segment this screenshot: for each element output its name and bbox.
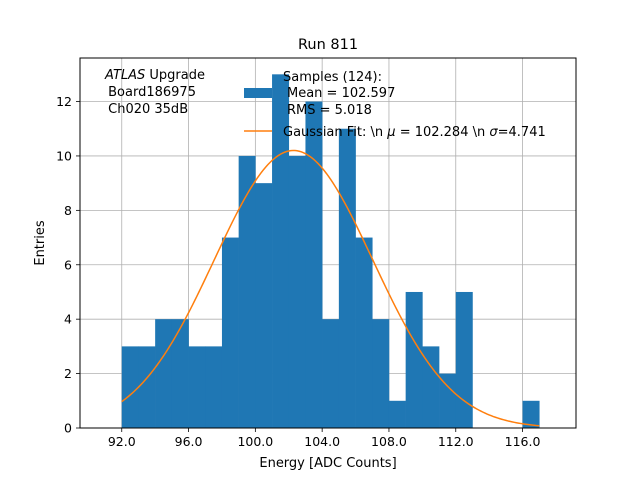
- y-tick-label: 2: [64, 366, 72, 381]
- histogram-bar: [355, 237, 373, 428]
- chart-title: Run 811: [298, 37, 358, 53]
- annotation-line-3: Ch020 35dB: [104, 102, 188, 117]
- gaussian-fit-line: [121, 149, 540, 427]
- annotation-upgrade: Upgrade: [145, 68, 205, 83]
- x-tick-label: 116.0: [505, 434, 541, 449]
- histogram-bar: [439, 373, 457, 428]
- histogram-bar: [422, 346, 440, 428]
- histogram-bar: [188, 346, 206, 428]
- histogram-bar: [305, 101, 323, 428]
- annotation: ATLAS Upgrade Board186975 Ch020 35dB: [104, 68, 205, 117]
- histogram-bar: [455, 291, 473, 428]
- x-tick-label: 104.0: [304, 434, 340, 449]
- grid: [80, 58, 576, 429]
- histogram-bar: [338, 128, 356, 428]
- annotation-line-1: ATLAS Upgrade: [104, 68, 205, 83]
- histogram-bar: [238, 155, 256, 429]
- histogram-bar: [372, 319, 390, 428]
- histogram-bar: [272, 74, 290, 428]
- legend-fit-mu: μ: [386, 125, 395, 140]
- x-tick-label: 108.0: [371, 434, 407, 449]
- legend-fit-mid: = 102.284 \n: [396, 125, 490, 140]
- y-tick-label: 0: [64, 421, 72, 436]
- y-axis-label: Entries: [33, 220, 48, 266]
- y-axis-ticks: 0 2 4 6 8 10 12: [56, 94, 80, 436]
- legend-hist-line-3: RMS = 5.018: [287, 103, 372, 118]
- histogram-bar: [205, 346, 223, 428]
- x-axis-ticks: 92.0 96.0 100.0 104.0 108.0 112.0 116.0: [108, 428, 541, 449]
- legend-fit-prefix: Gaussian Fit: \n: [283, 125, 387, 140]
- y-tick-label: 8: [64, 203, 72, 218]
- x-tick-label: 96.0: [175, 434, 203, 449]
- histogram-bar: [255, 183, 273, 428]
- legend-hist-swatch: [244, 88, 272, 98]
- histogram-bar: [388, 400, 406, 428]
- annotation-line-2: Board186975: [104, 85, 196, 100]
- histogram-bars: [121, 74, 540, 429]
- annotation-atlas: ATLAS: [104, 68, 145, 83]
- histogram-bar: [322, 319, 340, 428]
- x-tick-label: 100.0: [237, 434, 273, 449]
- y-tick-label: 6: [64, 257, 72, 272]
- legend-fit-label: Gaussian Fit: \n μ = 102.284 \n σ=4.741: [283, 125, 546, 140]
- histogram-bar: [405, 291, 423, 428]
- x-tick-label: 112.0: [438, 434, 474, 449]
- legend-hist-line-1: Samples (124):: [283, 70, 382, 85]
- legend-hist-line-2: Mean = 102.597: [287, 86, 395, 101]
- histogram-bar: [138, 346, 156, 428]
- y-tick-label: 12: [56, 94, 72, 109]
- histogram-bar: [522, 400, 540, 428]
- legend-fit-sigma: σ: [489, 125, 498, 140]
- x-tick-label: 92.0: [108, 434, 136, 449]
- legend-fit-suffix: =4.741: [498, 125, 546, 140]
- histogram-bar: [221, 237, 239, 428]
- x-axis-label: Energy [ADC Counts]: [259, 456, 396, 471]
- histogram-bar: [171, 319, 189, 428]
- plot-frame: [79, 57, 577, 429]
- y-tick-label: 4: [64, 312, 72, 327]
- histogram-bar: [155, 319, 173, 428]
- legend: Samples (124): Mean = 102.597 RMS = 5.01…: [244, 70, 546, 140]
- histogram-bar: [121, 346, 139, 428]
- histogram-bar: [288, 155, 306, 429]
- y-tick-label: 10: [56, 148, 72, 163]
